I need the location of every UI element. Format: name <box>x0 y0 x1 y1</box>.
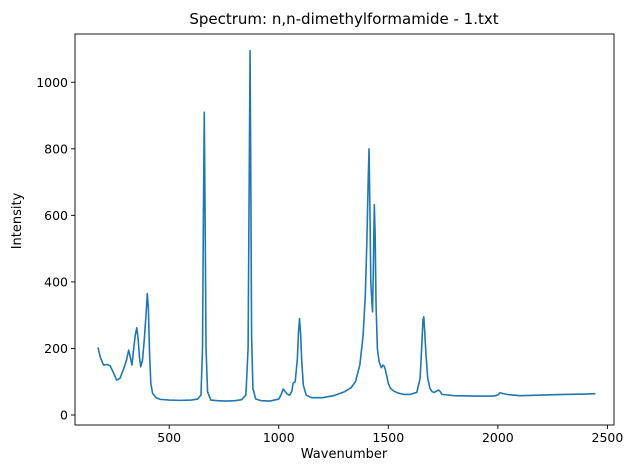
y-tick-label: 800 <box>44 141 68 156</box>
y-tick-label: 1000 <box>36 75 68 90</box>
y-tick-label: 0 <box>60 408 68 423</box>
x-axis-label: Wavenumber <box>301 447 388 462</box>
x-tick-label: 2000 <box>482 430 514 445</box>
x-tick-label: 500 <box>157 430 181 445</box>
spectrum-line <box>97 49 596 402</box>
y-tick-label: 400 <box>44 274 68 289</box>
y-axis-label: Intensity <box>10 192 25 249</box>
plot-area <box>74 33 615 426</box>
plot-frame <box>74 33 615 426</box>
chart-title: Spectrum: n,n-dimethylformamide - 1.txt <box>189 10 498 28</box>
x-tick-label: 1000 <box>263 430 295 445</box>
y-tick-label: 200 <box>44 341 68 356</box>
x-tick-label: 2500 <box>592 430 624 445</box>
y-tick-label: 600 <box>44 208 68 223</box>
x-tick-label: 1500 <box>372 430 404 445</box>
axis-ticks: 500 1000 1500 2000 2500 0 200 400 600 800 1000 <box>36 75 623 445</box>
